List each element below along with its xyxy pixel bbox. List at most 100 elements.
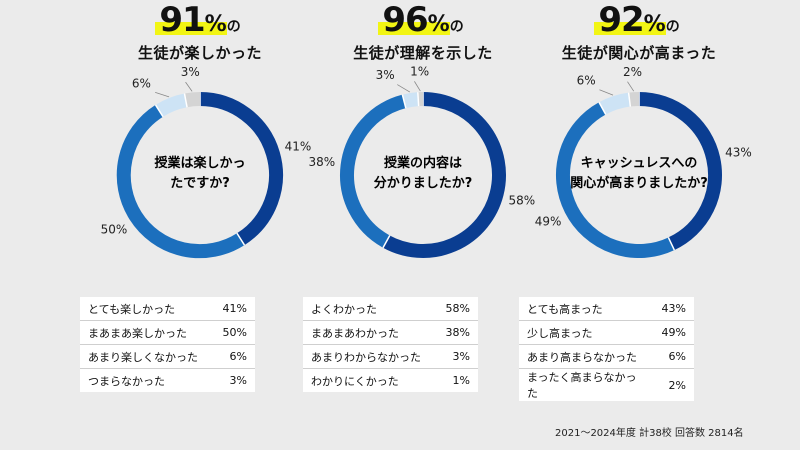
headline-percent: %: [643, 12, 666, 37]
legend-label: とても楽しかった: [80, 297, 213, 321]
legend-label: あまり高まらなかった: [519, 344, 654, 369]
legend-row: 少し高まった 49%: [519, 320, 694, 345]
legend-row: まったく高まらなかった 2%: [519, 369, 694, 402]
legend-value: 43%: [653, 297, 694, 321]
donut-slice: [638, 92, 722, 251]
legend-label: 少し高まった: [519, 320, 654, 345]
survey-panel-interest: 92%の 生徒が関心が高まった 43% 49% 6% 2% キャッシュレスへの 関心が高ま…: [519, 0, 759, 450]
legend-row: わかりにくかった 1%: [303, 369, 478, 393]
legend-row: つまらなかった 3%: [80, 369, 255, 393]
legend-label: つまらなかった: [88, 374, 165, 388]
leader-line: [414, 81, 421, 92]
slice-value-label: 1%: [410, 64, 429, 78]
center-question-line: 関心が高まりましたか?: [570, 175, 708, 191]
headline-value: 92: [598, 0, 644, 40]
legend-table: とても楽しかった 41% まあまあ楽しかった 50% あまり楽しくなかった 6% つま…: [80, 297, 255, 392]
slice-value-label: 6%: [132, 76, 151, 90]
highlight-bar: [594, 22, 666, 35]
slice-value-label: 58%: [508, 193, 535, 207]
headline-subtitle: 生徒が関心が高まった: [561, 44, 717, 62]
donut-slice: [599, 92, 631, 115]
legend-label: まあまあわかった: [303, 320, 436, 345]
legend-value: 41%: [212, 297, 255, 321]
slice-separator: [598, 101, 607, 115]
highlight-bar: [155, 22, 227, 35]
headline: 91%の 生徒が楽しかった: [80, 0, 320, 63]
center-question-line: 授業の内容は: [384, 155, 462, 171]
slice-separator: [154, 104, 164, 118]
legend-value: 58%: [435, 297, 478, 321]
slice-value-label: 41%: [285, 140, 312, 154]
legend-value: 6%: [212, 344, 255, 369]
slice-separator: [401, 94, 407, 109]
headline-subtitle: 生徒が理解を示した: [353, 44, 493, 62]
headline-suffix: の: [226, 19, 241, 35]
survey-panel-fun: 91%の 生徒が楽しかった 41% 50% 6% 3% 授業は楽しかっ たですか? とても…: [80, 0, 320, 450]
slice-separator: [417, 92, 420, 107]
headline-subtitle: 生徒が楽しかった: [137, 44, 262, 62]
legend-value: 1%: [452, 374, 470, 387]
headline: 92%の 生徒が関心が高まった: [519, 0, 759, 63]
center-question-line: キャッシュレスへの: [581, 156, 698, 171]
slice-separator: [667, 237, 676, 251]
slice-value-label: 43%: [725, 146, 752, 160]
legend-value: 50%: [212, 320, 255, 345]
headline: 96%の 生徒が理解を示した: [303, 0, 543, 63]
donut-slice: [402, 92, 419, 109]
donut-slice: [199, 92, 283, 246]
legend-label: わかりにくかった: [311, 374, 399, 388]
legend-row: あまり楽しくなかった 6%: [80, 344, 255, 369]
legend-row: あまりわからなかった 3%: [303, 344, 478, 369]
leader-line: [599, 89, 614, 96]
slice-value-label: 6%: [577, 74, 596, 88]
legend-value: 49%: [653, 320, 694, 345]
donut-slice: [556, 102, 675, 258]
slice-value-label: 3%: [181, 65, 200, 79]
legend-label: あまりわからなかった: [303, 344, 436, 369]
legend-value: 6%: [653, 344, 694, 369]
headline-percent: %: [427, 12, 450, 37]
slice-separator: [183, 93, 188, 108]
legend-row: よくわかった 58%: [303, 297, 478, 321]
slice-value-label: 2%: [623, 65, 642, 79]
leader-line: [397, 84, 411, 93]
footnote: 2021～2024年度 計38校 回答数 2814名: [555, 428, 744, 439]
slice-separator: [382, 235, 391, 249]
legend-row: まあまあ楽しかった 50%: [80, 320, 255, 345]
legend-table: とても高まった 43% 少し高まった 49% あまり高まらなかった 6% まったく高ま…: [519, 297, 694, 401]
headline-suffix: の: [665, 19, 680, 35]
legend-label: まったく高まらなかった: [527, 371, 637, 400]
donut-slice: [628, 92, 640, 107]
headline-value: 96: [382, 0, 428, 40]
headline-suffix: の: [449, 19, 464, 35]
legend-value: 3%: [435, 344, 478, 369]
center-question-line: たですか?: [170, 176, 230, 191]
donut-slice: [155, 93, 188, 117]
center-question-line: 授業は楽しかっ: [154, 155, 245, 171]
legend-value: 3%: [229, 374, 247, 387]
headline-value: 91: [159, 0, 205, 40]
leader-line: [155, 91, 170, 98]
headline-percent: %: [204, 12, 227, 37]
slice-value-label: 50%: [101, 223, 128, 237]
legend-value: 38%: [435, 320, 478, 345]
legend-label: よくわかった: [303, 297, 436, 321]
donut-slice: [383, 92, 506, 258]
slice-value-label: 38%: [308, 155, 335, 169]
legend-row: とても高まった 43%: [519, 297, 694, 321]
legend-row: とても楽しかった 41%: [80, 297, 255, 321]
legend-label: あまり楽しくなかった: [80, 344, 213, 369]
center-question-line: 分かりましたか?: [374, 175, 473, 191]
survey-panel-understanding: 96%の 生徒が理解を示した 58% 38% 3% 1% 授業の内容は 分かりましたか? …: [303, 0, 543, 450]
slice-value-label: 49%: [535, 214, 562, 228]
donut-slice: [116, 104, 245, 259]
legend-table: よくわかった 58% まあまあわかった 38% あまりわからなかった 3% わかりにく…: [303, 297, 478, 392]
legend-label: まあまあ楽しかった: [80, 320, 213, 345]
slice-separator: [236, 232, 246, 246]
legend-row: まあまあわかった 38%: [303, 320, 478, 345]
slice-separator: [627, 92, 632, 107]
highlight-bar: [378, 22, 450, 35]
